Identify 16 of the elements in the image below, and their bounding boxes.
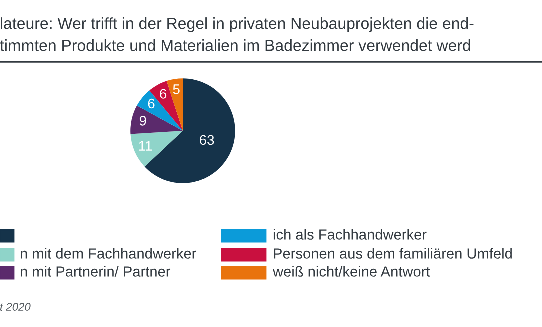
legend-label: ich als Fachhandwerker [274,229,427,240]
pie-slice [130,131,183,167]
pie-slice [166,78,183,131]
legend-label: weiß nicht/keine Antwort [272,266,430,277]
data-label: 6 [160,89,167,99]
data-label: 9 [140,116,146,126]
data-label: 6 [148,98,155,109]
legend-label: n mit Partnerin/ Partner [20,266,171,277]
data-label: 63 [200,135,214,146]
legend-label: n mit dem Fachhandwerker [20,248,196,259]
data-label: 5 [173,84,180,94]
text: t 2020 [0,303,31,311]
chart-title: lateure: Wer trifft in der Regel in privaten Neubauprojekten die end- timmten Produkte und Materialien im Badezimmer verwendet werd [0,18,474,52]
pie-slice [150,81,183,131]
data-label: 11 [139,141,152,151]
legend-label: Personen aus dem familiären Umfeld [274,248,512,259]
